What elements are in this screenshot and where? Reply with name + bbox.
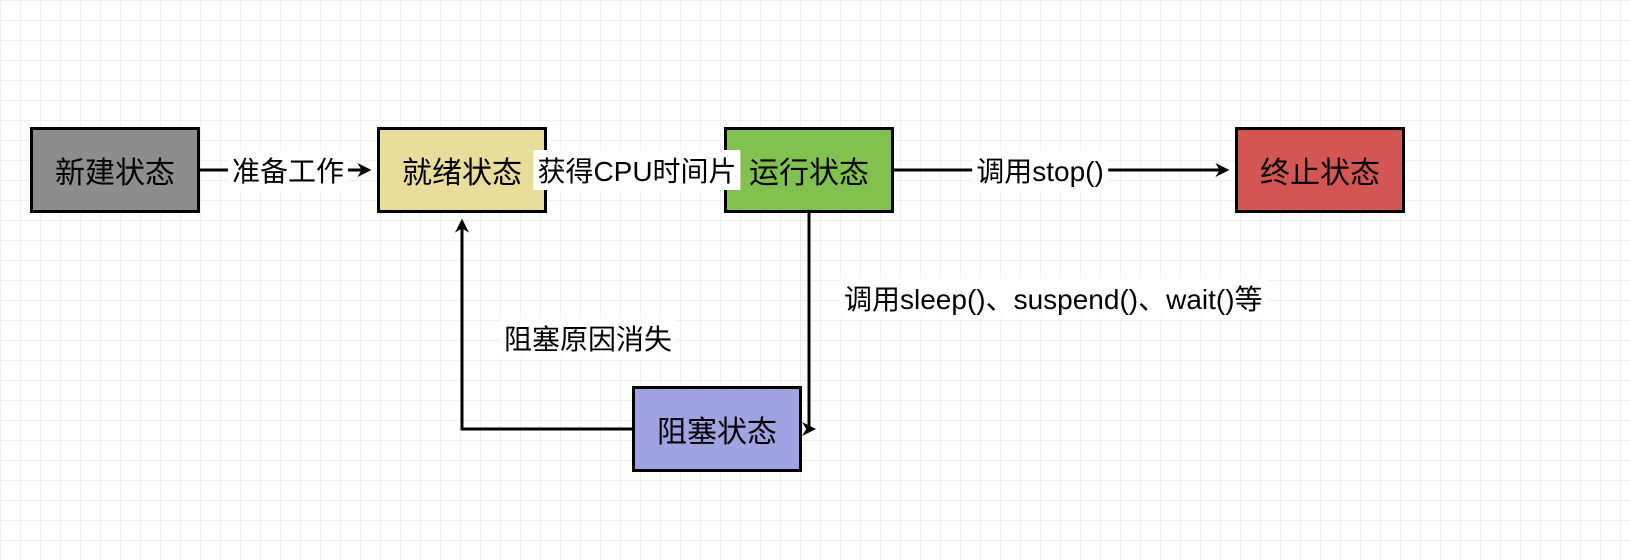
grid-background — [0, 0, 1630, 560]
node-label: 就绪状态 — [402, 148, 522, 192]
edge-label-running-terminated: 调用stop() — [972, 150, 1108, 190]
node-label: 终止状态 — [1260, 148, 1380, 192]
edge-label-running-blocked: 调用sleep()、suspend()、wait()等 — [840, 278, 1267, 318]
node-label: 阻塞状态 — [657, 407, 777, 451]
node-label: 新建状态 — [55, 148, 175, 192]
edge-label-ready-running: 获得CPU时间片 — [533, 150, 740, 190]
node-new: 新建状态 — [30, 127, 200, 213]
edge-label-blocked-ready: 阻塞原因消失 — [500, 318, 676, 358]
edge-label-new-ready: 准备工作 — [228, 150, 348, 190]
node-blocked: 阻塞状态 — [632, 386, 802, 472]
node-terminated: 终止状态 — [1235, 127, 1405, 213]
node-running: 运行状态 — [724, 127, 894, 213]
node-label: 运行状态 — [749, 148, 869, 192]
node-ready: 就绪状态 — [377, 127, 547, 213]
diagram-canvas: 新建状态 就绪状态 运行状态 终止状态阻塞状态 准备工作 获得CPU时间片 调用stop()… — [0, 0, 1630, 560]
